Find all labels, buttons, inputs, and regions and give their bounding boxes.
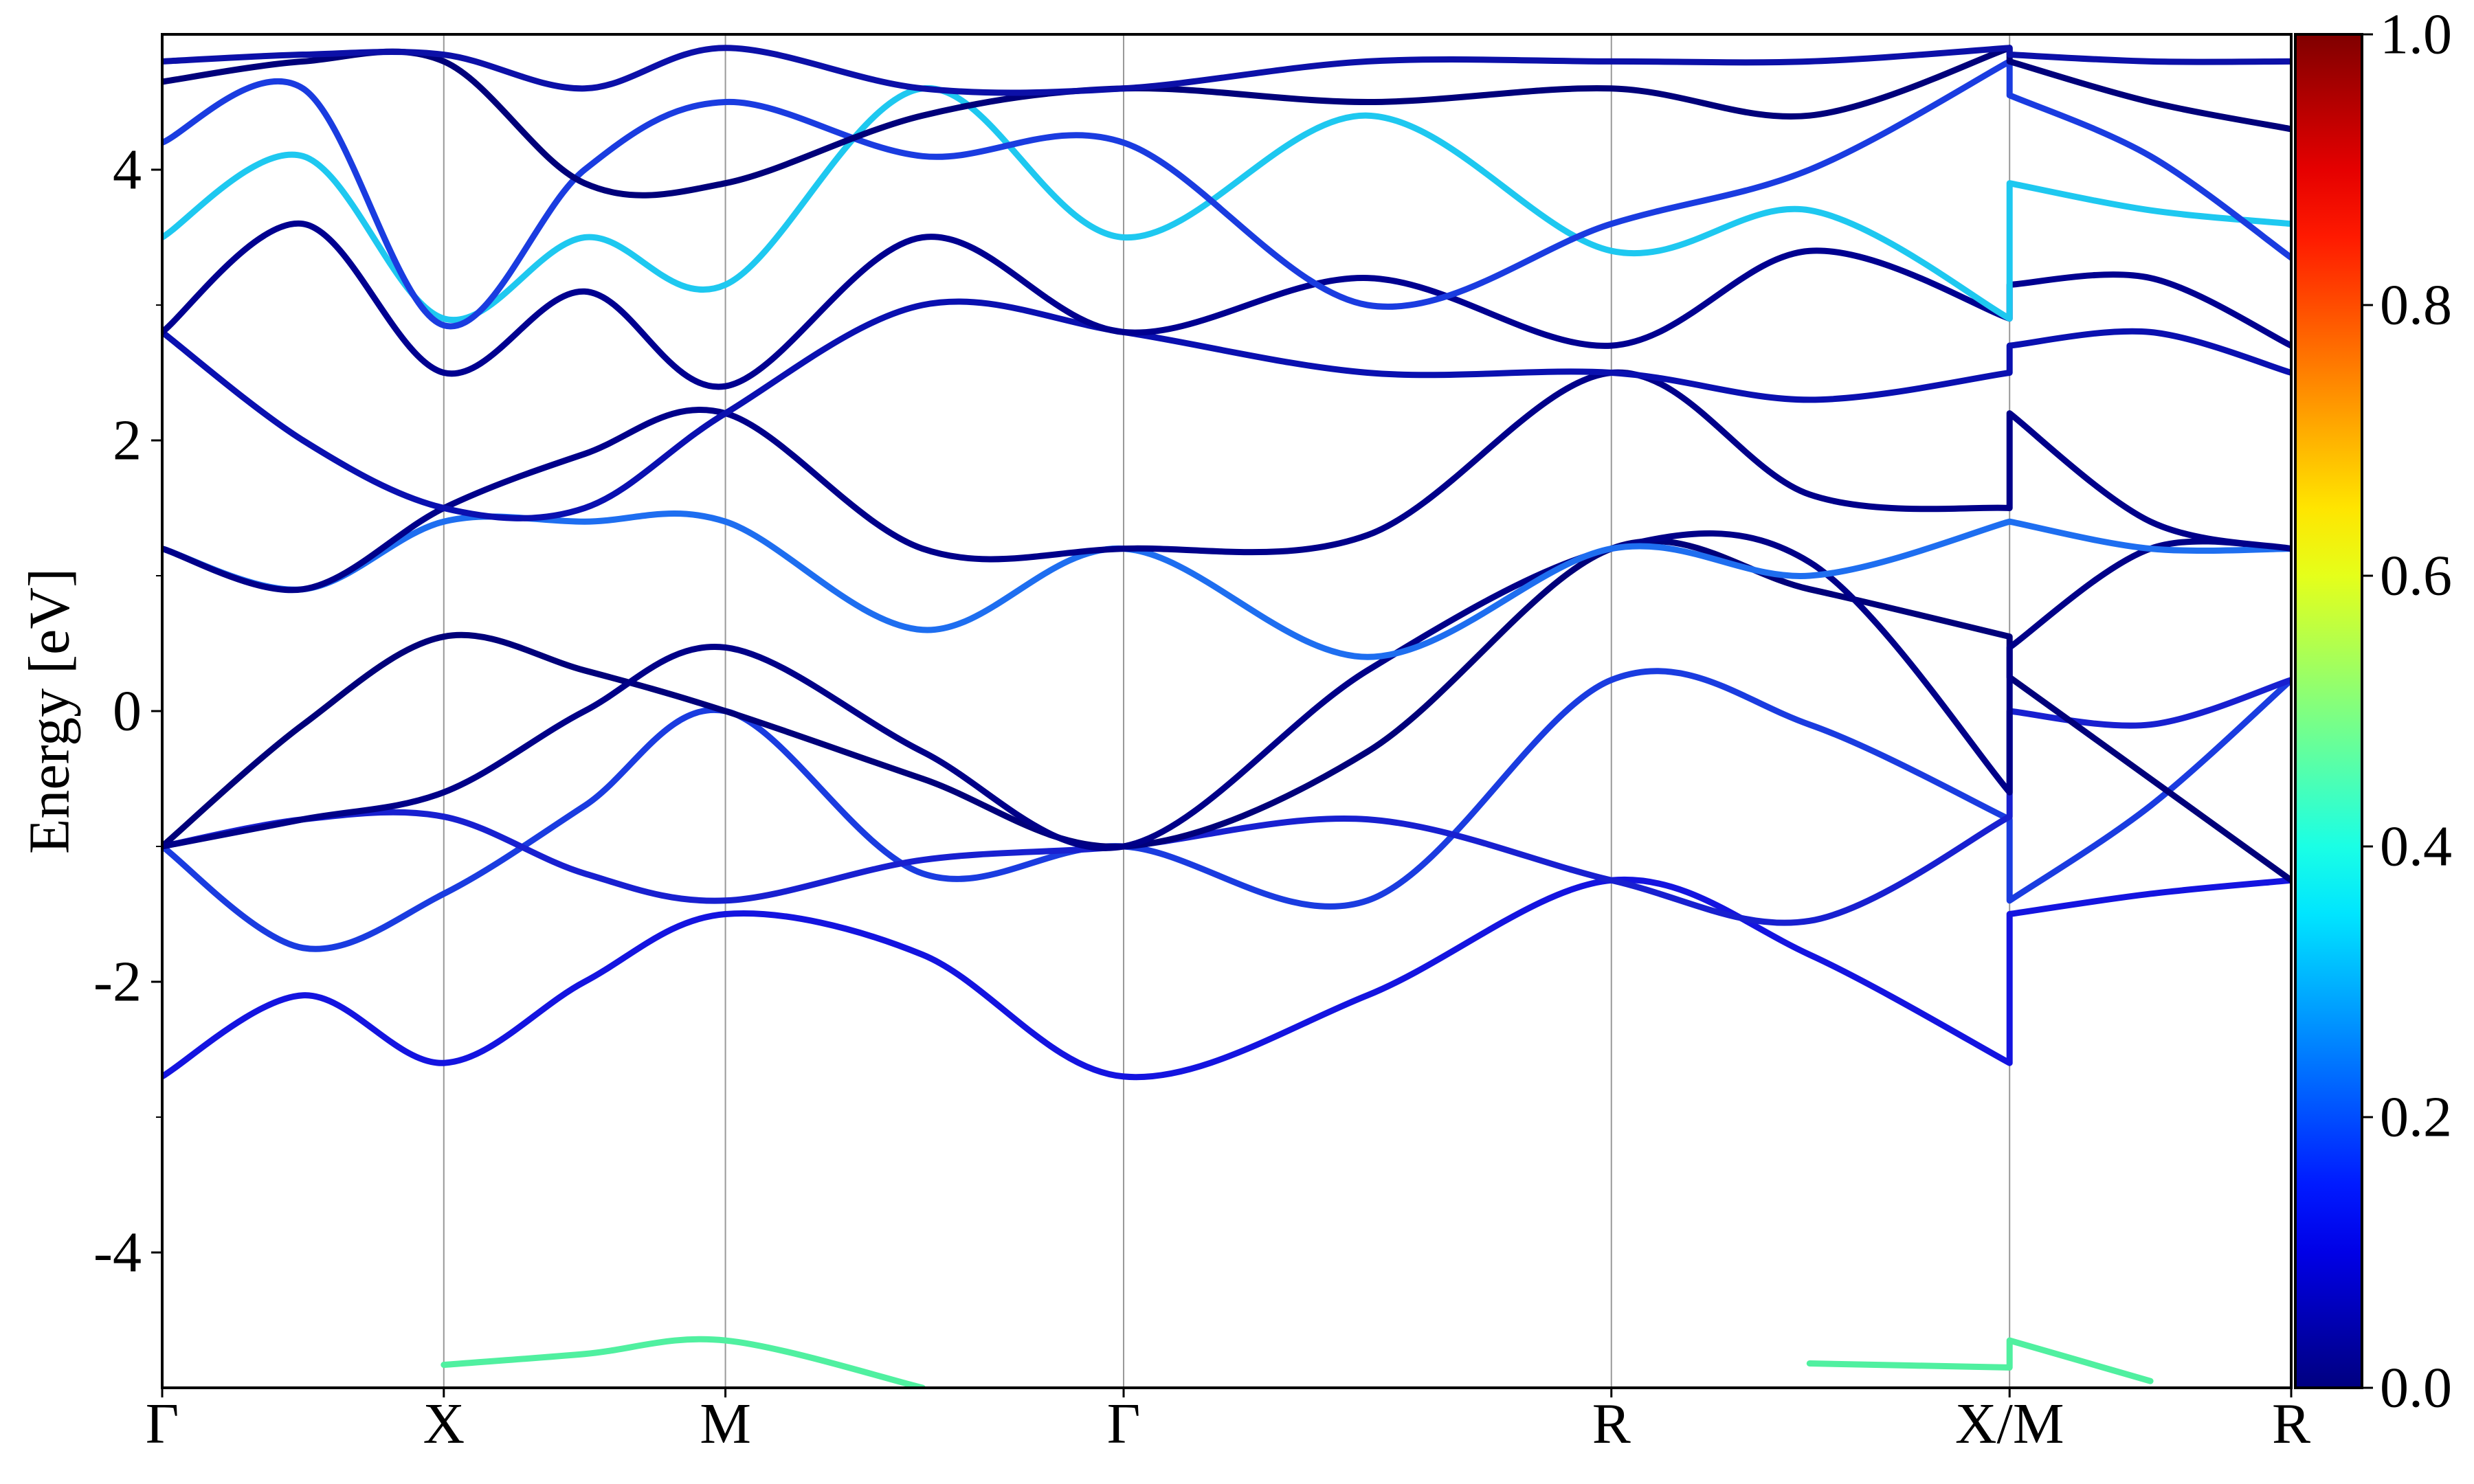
band (441, 1336, 2154, 1388)
band (162, 58, 2291, 330)
colorbar-tick-label: 1.0 (2380, 3, 2452, 67)
x-tick-label: R (2272, 1392, 2310, 1456)
band (162, 510, 2291, 660)
band (162, 221, 2291, 390)
y-tick-label: 4 (113, 138, 142, 202)
colorbar (2294, 33, 2363, 1389)
x-tick-label: X/M (1955, 1392, 2064, 1456)
x-tick-label: R (1592, 1392, 1631, 1456)
axes: Γ X M Γ R X/M R -4 -2 0 2 4 (93, 138, 2310, 1457)
band (162, 298, 2291, 521)
band (162, 668, 2291, 952)
colorbar-tick-label: 0.0 (2380, 1356, 2452, 1420)
y-tick-label: 2 (113, 409, 142, 473)
x-tick-label: Γ (146, 1392, 179, 1456)
colorbar-tick-label: 0.2 (2380, 1086, 2452, 1149)
colorbar-tick-label: 0.8 (2380, 273, 2452, 337)
colorbar-tick-label: 0.6 (2380, 544, 2452, 608)
bands (162, 45, 2291, 1388)
grid (161, 34, 2292, 1388)
band (162, 538, 2291, 884)
colorbar-axis: 0.0 0.2 0.4 0.6 0.8 1.0 (2362, 3, 2452, 1420)
y-tick-label: -4 (93, 1221, 142, 1285)
x-tick-label: Γ (1107, 1392, 1141, 1456)
band (162, 876, 2291, 1081)
y-tick-label: 0 (113, 679, 142, 743)
plot-frame (161, 33, 2293, 1389)
band (162, 369, 2291, 594)
colorbar-tick-label: 0.4 (2380, 815, 2452, 879)
band (162, 530, 2291, 851)
band (162, 45, 2291, 96)
y-axis-label: Energy [eV] (17, 568, 81, 854)
y-tick-label: -2 (93, 950, 142, 1014)
x-tick-label: X (423, 1392, 465, 1456)
band (162, 85, 2291, 324)
x-tick-label: M (700, 1392, 751, 1456)
band (162, 45, 2291, 199)
